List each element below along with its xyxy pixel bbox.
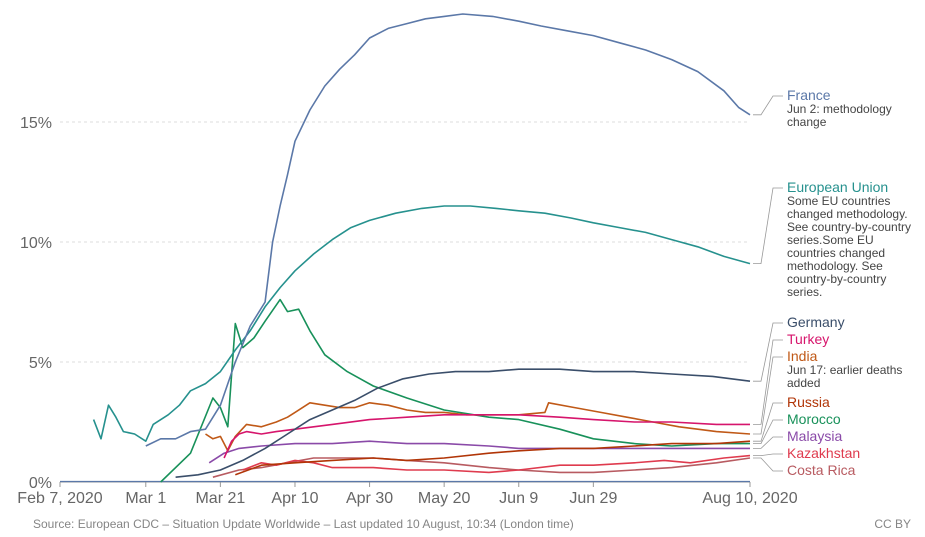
license-link[interactable]: CC BY bbox=[874, 517, 911, 531]
label-connector-kazakhstan bbox=[753, 453, 783, 457]
series-label-russia: Russia bbox=[787, 394, 830, 410]
series-line-kazakhstan bbox=[242, 454, 751, 474]
series-label-european-union: European Union bbox=[787, 179, 888, 195]
label-connector-malaysia bbox=[753, 436, 783, 449]
y-tick-label: 15% bbox=[20, 115, 52, 132]
label-connector-india bbox=[753, 356, 783, 435]
series-label-kazakhstan: Kazakhstan bbox=[787, 445, 860, 461]
x-tick-label: Mar 1 bbox=[125, 490, 166, 507]
y-tick-label: 0% bbox=[29, 475, 52, 492]
chart: 0% 5% 10% 15% Feb 7, 2020 Mar 1 Mar 21 Apr 10 A… bbox=[17, 13, 911, 507]
label-connector-russia bbox=[753, 402, 783, 442]
series-note-france: Jun 2: methodology change bbox=[787, 102, 892, 129]
series-line-france bbox=[145, 13, 751, 447]
series-label-malaysia: Malaysia bbox=[787, 428, 842, 444]
label-connector-france bbox=[753, 95, 783, 116]
x-tick-label: Apr 30 bbox=[346, 490, 393, 507]
gridlines bbox=[60, 121, 750, 483]
label-connector-turkey bbox=[753, 339, 783, 425]
y-tick-label: 10% bbox=[20, 235, 52, 252]
series-line-turkey bbox=[223, 414, 750, 459]
series-line-european-union bbox=[92, 205, 751, 442]
series-note-european-union: Some EU countries changed methodology. See… bbox=[787, 194, 911, 299]
x-axis: Feb 7, 2020 Mar 1 Mar 21 Apr 10 Apr 30 May 20… bbox=[17, 482, 798, 507]
source-note: Source: European CDC – Situation Update … bbox=[33, 517, 574, 531]
label-connector-germany bbox=[753, 322, 783, 382]
series-label-turkey: Turkey bbox=[787, 331, 829, 347]
series-line-germany bbox=[175, 368, 751, 478]
label-connector-costa-rica bbox=[753, 457, 783, 472]
x-tick-label: Aug 10, 2020 bbox=[702, 490, 797, 507]
series-line-india bbox=[205, 402, 751, 452]
series-note-india: Jun 17: earlier deaths added bbox=[787, 363, 902, 390]
series-line-russia bbox=[235, 440, 751, 476]
series-label-india: India bbox=[787, 348, 818, 364]
series-line-malaysia bbox=[208, 440, 750, 464]
series-label-france: France bbox=[787, 87, 831, 103]
x-tick-label: Mar 21 bbox=[195, 490, 245, 507]
y-axis: 0% 5% 10% 15% bbox=[20, 115, 52, 492]
x-tick-label: Apr 10 bbox=[271, 490, 318, 507]
x-tick-label: Jun 9 bbox=[499, 490, 538, 507]
x-tick-label: May 20 bbox=[418, 490, 471, 507]
series-label-morocco: Morocco bbox=[787, 411, 841, 427]
series-line-morocco bbox=[160, 298, 750, 483]
series-label-germany: Germany bbox=[787, 314, 845, 330]
series-lines bbox=[60, 13, 751, 483]
label-connector-morocco bbox=[753, 419, 783, 445]
x-tick-label: Feb 7, 2020 bbox=[17, 490, 103, 507]
label-connector-european-union bbox=[753, 187, 783, 265]
y-tick-label: 5% bbox=[29, 355, 52, 372]
series-label-costa-rica: Costa Rica bbox=[787, 462, 856, 478]
x-tick-label: Jun 29 bbox=[569, 490, 617, 507]
